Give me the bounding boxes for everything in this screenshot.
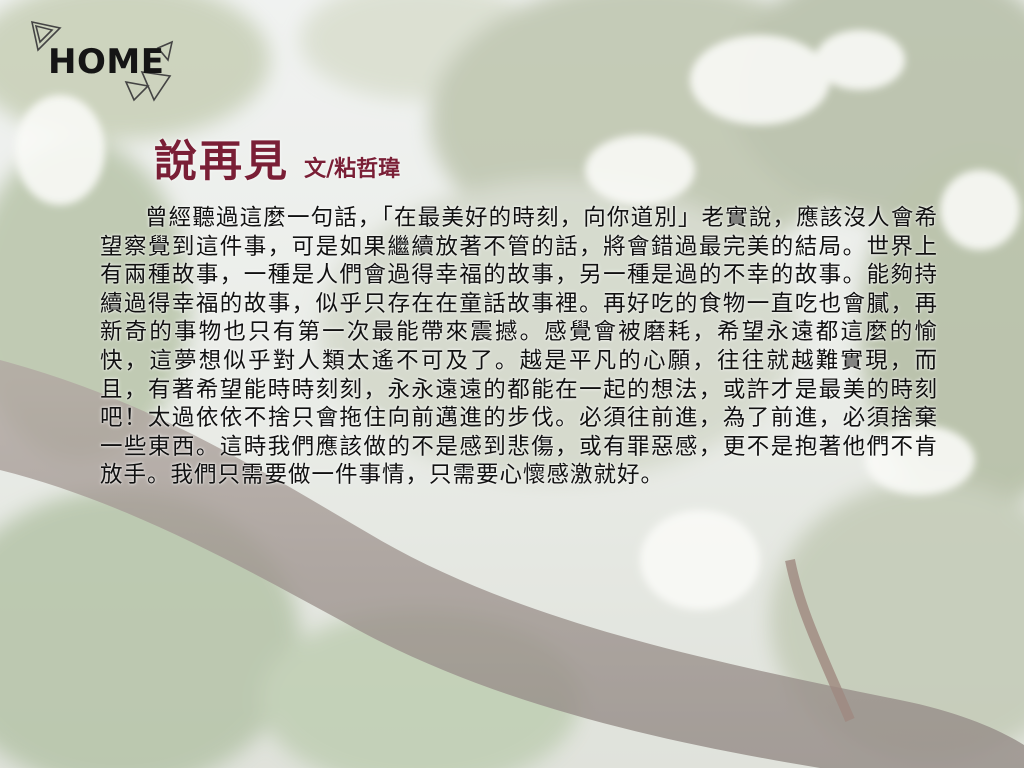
article-title: 說再見 bbox=[154, 137, 289, 187]
home-label: HOME bbox=[48, 42, 165, 82]
article-body: 曾經聽過這麼一句話，「在最美好的時刻，向你道別」老實說，應該沒人會希望察覺到這件… bbox=[100, 205, 938, 489]
home-triangle-frame-icon bbox=[30, 20, 174, 102]
article-header: 說再見 文/粘哲瑋 bbox=[154, 134, 400, 190]
article-author: 文/粘哲瑋 bbox=[304, 157, 401, 182]
home-button[interactable]: HOME bbox=[30, 20, 175, 102]
